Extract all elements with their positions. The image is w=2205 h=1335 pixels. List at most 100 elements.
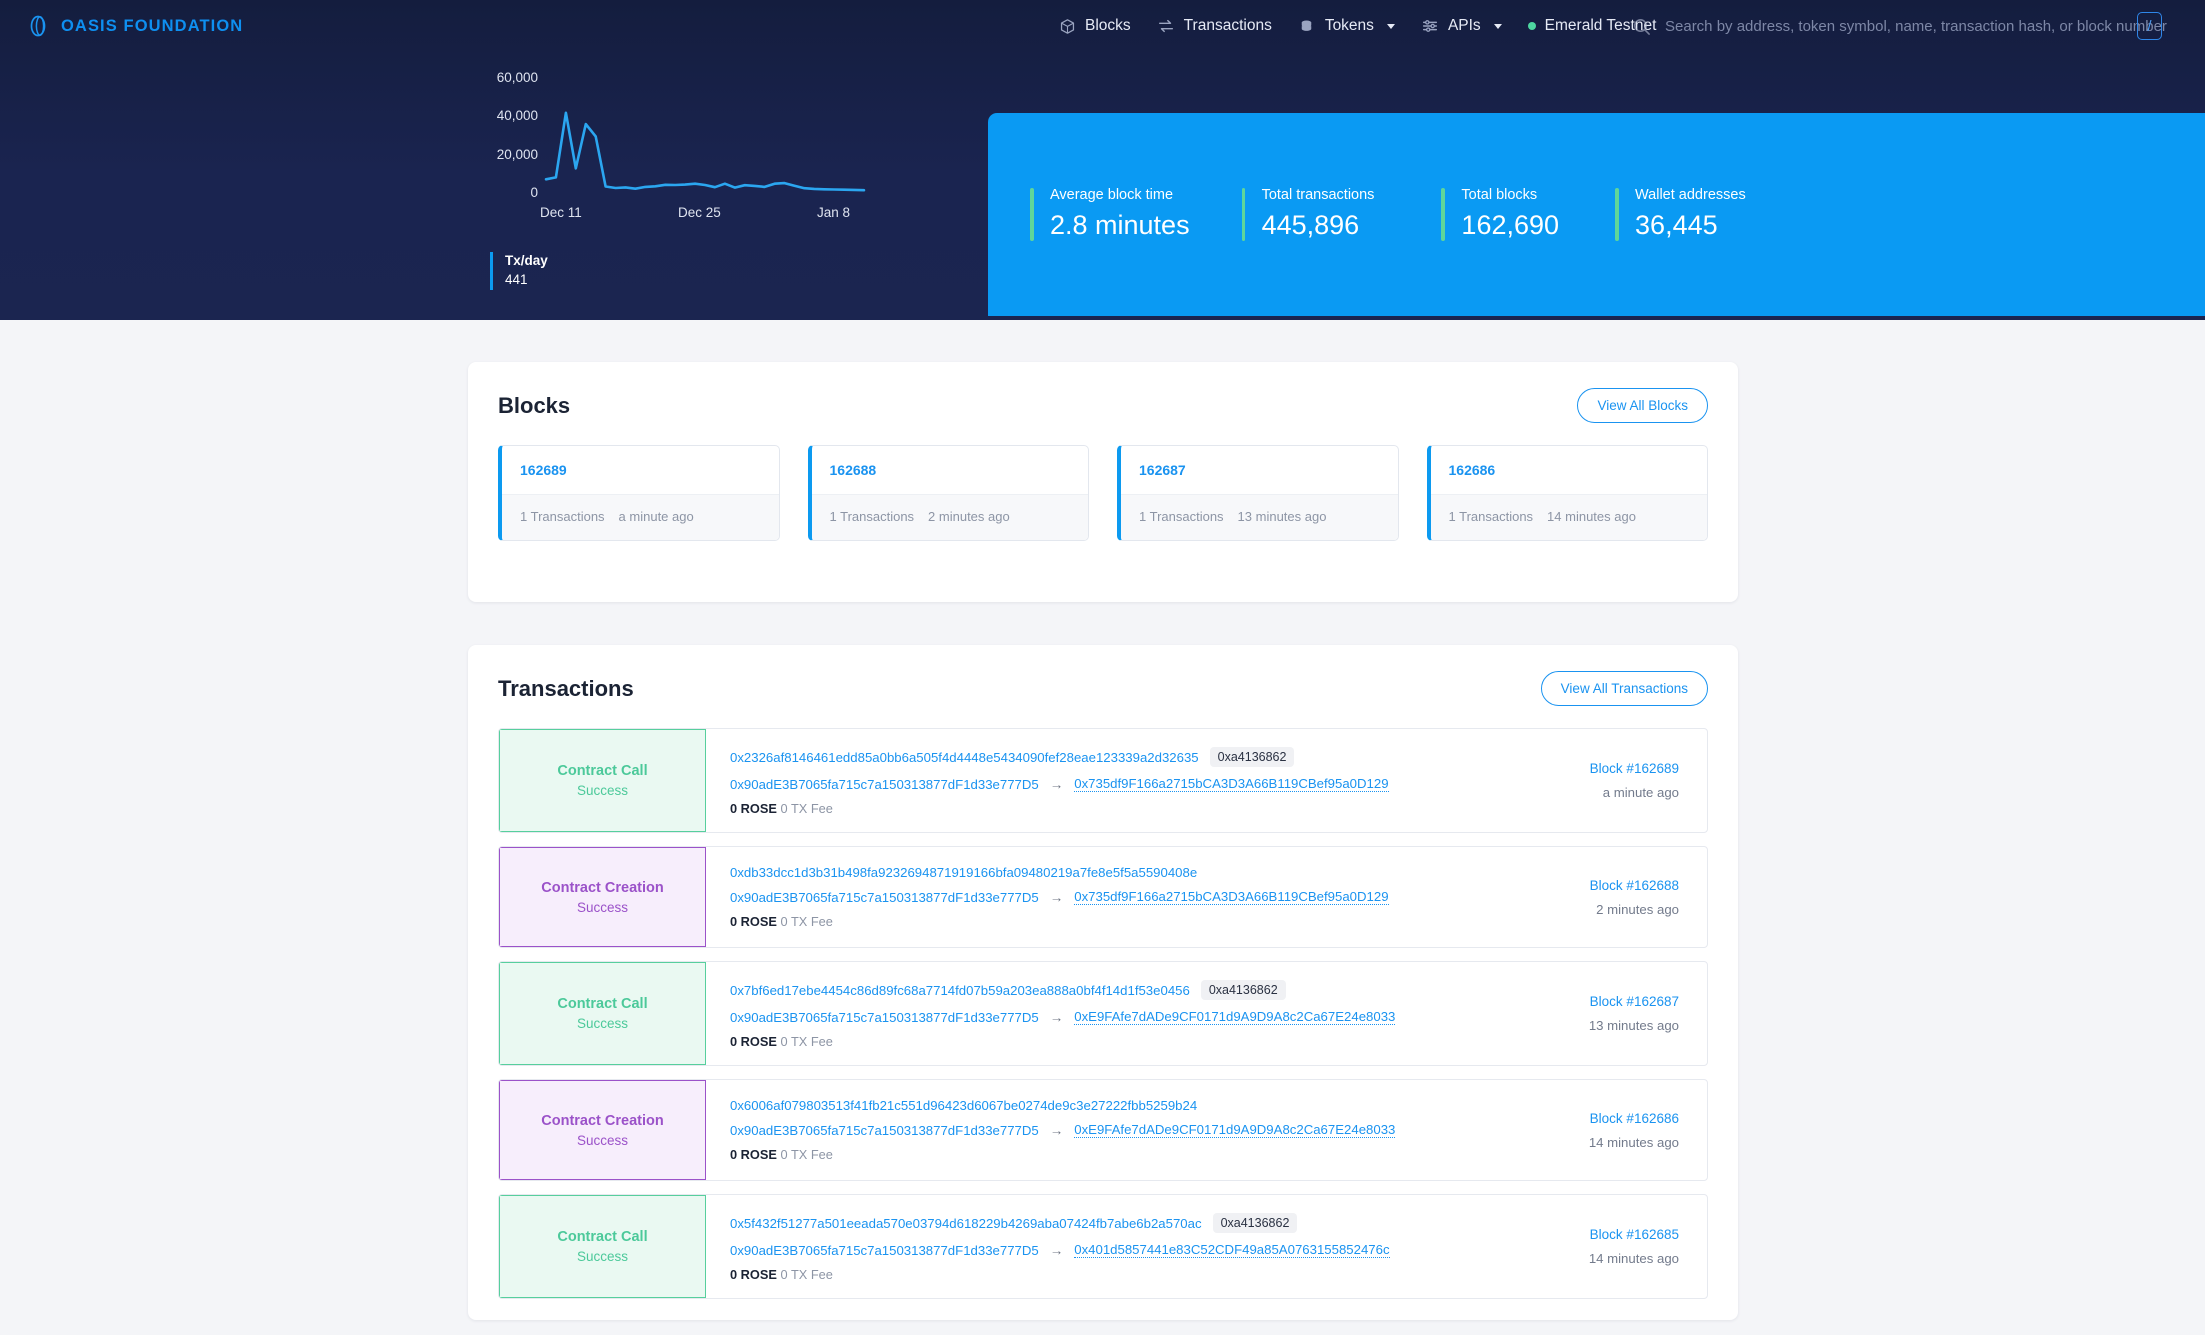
transaction-value: 0 ROSE [730,914,777,929]
stat-total-transactions: Total transactions 445,896 [1241,186,1374,243]
nav-label-tokens: Tokens [1324,17,1374,34]
nav-item-blocks[interactable]: Blocks [1058,17,1131,35]
transaction-age: 2 minutes ago [1596,901,1679,917]
nav-item-apis[interactable]: APIs [1421,17,1502,35]
transaction-addresses-line: 0x90adE3B7065fa715c7a150313877dF1d33e777… [730,776,1493,792]
to-address-link[interactable]: 0x735df9F166a2715bCA3D3A66B119CBef95a0D1… [1074,776,1389,792]
stat-value: 445,896 [1261,209,1360,240]
transaction-meta: Block #162685 14 minutes ago [1517,1195,1707,1298]
block-tile[interactable]: 162688 1 Transactions 2 minutes ago [807,445,1089,541]
to-address-link[interactable]: 0x735df9F166a2715bCA3D3A66B119CBef95a0D1… [1074,889,1389,905]
chevron-down-icon [1386,23,1395,29]
network-selector[interactable]: Emerald Testnet [1527,17,1656,35]
transaction-age: 13 minutes ago [1588,1018,1679,1033]
from-address-link[interactable]: 0x90adE3B7065fa715c7a150313877dF1d33e777… [730,1242,1039,1258]
transactions-list: Contract Call Success 0x2326af8146461edd85… [468,706,1738,1299]
block-number-link[interactable]: 162688 [829,462,877,478]
tx-per-day-chart: 60,000 40,000 20,000 0 Dec 11 Dec 25 Jan… [490,70,930,290]
block-tx-count: 1 Transactions [1448,509,1534,524]
transaction-row[interactable]: Contract Creation Success 0x6006af07980351… [498,1079,1708,1181]
transaction-row[interactable]: Contract Call Success 0x2326af8146461edd85… [498,728,1708,833]
transaction-fee: 0 TX Fee [780,1034,833,1049]
transaction-block-link[interactable]: Block #162685 [1589,1227,1679,1242]
block-tile[interactable]: 162687 1 Transactions 13 minutes ago [1117,445,1399,541]
transaction-hash-link[interactable]: 0x2326af8146461edd85a0bb6a505f4d4448e543… [730,749,1199,765]
view-all-blocks-button[interactable]: View All Blocks [1577,388,1708,423]
transaction-meta: Block #162689 a minute ago [1517,729,1707,832]
nav-item-tokens[interactable]: Tokens [1298,17,1395,35]
transaction-status-label: Success [576,899,629,915]
block-tile[interactable]: 162689 1 Transactions a minute ago [498,445,780,541]
transaction-fee: 0 TX Fee [780,1267,833,1282]
transaction-status-label: Success [576,1016,629,1031]
block-number-link[interactable]: 162687 [1139,462,1186,478]
transaction-type-badge: Contract Call Success [499,729,706,832]
transaction-block-link[interactable]: Block #162687 [1589,994,1679,1009]
transaction-details: 0x7bf6ed17ebe4454c86d89fc68a7714fd07b59a… [706,962,1517,1065]
transaction-value-fee: 0 ROSE 0 TX Fee [730,1034,1493,1049]
transaction-value-fee: 0 ROSE 0 TX Fee [730,914,1493,929]
method-chip: 0xa4136862 [1209,747,1295,767]
brand-name: OASIS FOUNDATION [61,16,244,35]
transaction-hash-line: 0xdb33dcc1d3b31b498fa9232694871919166bfa… [730,865,1493,880]
transaction-row[interactable]: Contract Call Success 0x5f432f51277a501eea… [498,1194,1708,1299]
block-number-link[interactable]: 162686 [1448,462,1496,478]
from-address-link[interactable]: 0x90adE3B7065fa715c7a150313877dF1d33e777… [730,1009,1039,1025]
from-address-link[interactable]: 0x90adE3B7065fa715c7a150313877dF1d33e777… [730,776,1039,792]
stat-label: Wallet addresses [1635,186,1746,203]
transaction-fee: 0 TX Fee [780,801,833,816]
chart-line-svg [544,111,866,192]
transaction-meta: Block #162687 13 minutes ago [1517,962,1707,1065]
transaction-details: 0x5f432f51277a501eeada570e03794d618229b4… [706,1195,1517,1298]
chart-legend-value: 441 [505,272,528,288]
oasis-logo-icon [26,14,50,38]
transaction-hash-link[interactable]: 0xdb33dcc1d3b31b498fa9232694871919166bfa… [730,865,1198,880]
transaction-addresses-line: 0x90adE3B7065fa715c7a150313877dF1d33e777… [730,1242,1493,1258]
coins-stack-icon [1298,17,1316,35]
transaction-hash-link[interactable]: 0x5f432f51277a501eeada570e03794d618229b4… [730,1215,1202,1231]
stat-average-block-time: Average block time 2.8 minutes [1030,186,1190,243]
x-tick-0: Dec 11 [540,205,582,220]
nav-label-transactions: Transactions [1183,17,1272,34]
transaction-block-link[interactable]: Block #162686 [1589,1110,1679,1126]
search-input[interactable] [1665,17,2172,35]
transaction-row[interactable]: Contract Call Success 0x7bf6ed17ebe4454c86… [498,961,1708,1066]
transaction-type-badge: Contract Call Success [499,962,706,1065]
block-tile[interactable]: 162686 1 Transactions 14 minutes ago [1426,445,1708,541]
block-tx-count: 1 Transactions [829,509,915,524]
transaction-block-link[interactable]: Block #162689 [1589,761,1679,776]
transaction-value: 0 ROSE [730,801,777,816]
search-icon [1632,17,1651,36]
transaction-hash-link[interactable]: 0x7bf6ed17ebe4454c86d89fc68a7714fd07b59a… [730,982,1190,998]
transaction-details: 0x6006af079803513f41fb21c551d96423d6067b… [706,1080,1517,1180]
to-address-link[interactable]: 0xE9FAfe7dADe9CF0171d9A9D9A8c2Ca67E24e80… [1074,1122,1396,1138]
transaction-row[interactable]: Contract Creation Success 0xdb33dcc1d3b31b… [498,846,1708,948]
transaction-block-link[interactable]: Block #162688 [1589,877,1679,893]
transaction-fee: 0 TX Fee [780,1147,833,1162]
chevron-down-icon [1493,23,1502,29]
to-address-link[interactable]: 0x401d5857441e83C52CDF49a85A076315585247… [1074,1242,1390,1258]
block-age: 13 minutes ago [1237,509,1327,524]
transaction-age: 14 minutes ago [1588,1134,1679,1150]
transaction-type-label: Contract Call [557,1229,648,1245]
search-bar[interactable]: / [1632,10,2172,42]
to-address-link[interactable]: 0xE9FAfe7dADe9CF0171d9A9D9A8c2Ca67E24e80… [1074,1009,1396,1025]
view-all-transactions-button[interactable]: View All Transactions [1540,671,1708,706]
blocks-card-header: Blocks View All Blocks [468,362,1738,423]
chart-plot-area [540,70,870,205]
transaction-value: 0 ROSE [730,1267,777,1282]
transaction-hash-line: 0x5f432f51277a501eeada570e03794d618229b4… [730,1213,1493,1233]
block-age: 14 minutes ago [1547,509,1636,524]
transaction-hash-line: 0x7bf6ed17ebe4454c86d89fc68a7714fd07b59a… [730,980,1493,1000]
transaction-value-fee: 0 ROSE 0 TX Fee [730,1267,1493,1282]
nav-label-apis: APIs [1447,17,1481,34]
network-status-dot-icon [1527,22,1536,30]
block-tile-top: 162687 [1121,446,1398,494]
chart-legend: Tx/day 441 [490,252,548,290]
block-number-link[interactable]: 162689 [520,462,567,478]
from-address-link[interactable]: 0x90adE3B7065fa715c7a150313877dF1d33e777… [730,1122,1039,1138]
nav-item-transactions[interactable]: Transactions [1157,17,1272,35]
from-address-link[interactable]: 0x90adE3B7065fa715c7a150313877dF1d33e777… [730,889,1039,905]
transaction-hash-link[interactable]: 0x6006af079803513f41fb21c551d96423d6067b… [730,1098,1198,1113]
brand[interactable]: OASIS FOUNDATION [26,14,243,38]
